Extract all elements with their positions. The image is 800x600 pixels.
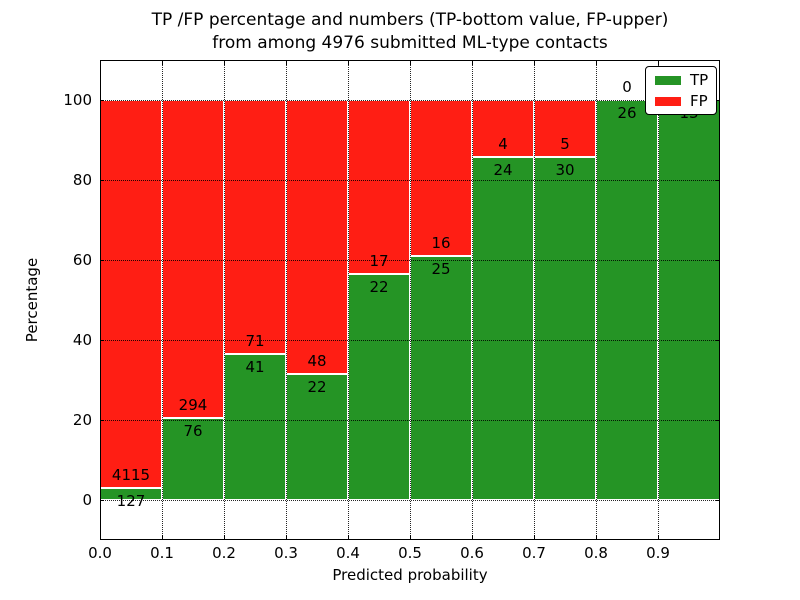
x-tick-top bbox=[162, 61, 163, 65]
y-tick-label: 80 bbox=[72, 171, 92, 189]
x-tick-bottom bbox=[224, 535, 225, 539]
bar-tp-segment bbox=[410, 256, 472, 500]
bar-fp-count: 17 bbox=[369, 252, 389, 271]
tp-color-swatch bbox=[655, 75, 681, 85]
x-tick-top bbox=[658, 61, 659, 65]
y-tick-label: 40 bbox=[72, 331, 92, 349]
y-tick-right bbox=[716, 260, 720, 261]
x-tick-label: 0.0 bbox=[88, 544, 112, 562]
bar-fp-count: 16 bbox=[431, 234, 451, 253]
y-tick-label: 0 bbox=[82, 491, 92, 509]
y-axis-label: Percentage bbox=[23, 257, 41, 343]
y-tick-left bbox=[100, 500, 104, 501]
x-tick-label: 0.4 bbox=[336, 544, 360, 562]
bar-tp-segment bbox=[534, 157, 596, 500]
bar-fp-count: 71 bbox=[245, 331, 265, 350]
bar-fp-count: 4 bbox=[498, 135, 508, 154]
y-tick-label: 60 bbox=[72, 251, 92, 269]
bar-tp-segment bbox=[472, 157, 534, 500]
bar-tp-segment bbox=[224, 353, 286, 500]
y-tick-label: 20 bbox=[72, 411, 92, 429]
bar-fp-count: 294 bbox=[178, 395, 208, 414]
x-tick-bottom bbox=[410, 535, 411, 539]
legend-label-fp: FP bbox=[690, 92, 708, 110]
x-tick-label: 0.6 bbox=[460, 544, 484, 562]
chart-title-line2: from among 4976 submitted ML-type contac… bbox=[212, 33, 608, 53]
x-tick-top bbox=[472, 61, 473, 65]
x-tick-top bbox=[410, 61, 411, 65]
y-tick-left bbox=[100, 180, 104, 181]
x-tick-top bbox=[100, 61, 101, 65]
bar-tp-count: 41 bbox=[245, 357, 265, 376]
bar-tp-count: 22 bbox=[369, 278, 389, 297]
x-axis-label: Predicted probability bbox=[332, 566, 488, 584]
y-gridline bbox=[100, 500, 720, 501]
x-tick-label: 0.8 bbox=[584, 544, 608, 562]
bar-tp-count: 25 bbox=[431, 260, 451, 279]
x-tick-bottom bbox=[658, 535, 659, 539]
bar-tp-segment bbox=[596, 100, 658, 500]
legend-item-fp: FP bbox=[655, 92, 708, 110]
x-tick-label: 0.9 bbox=[646, 544, 670, 562]
x-tick-bottom bbox=[534, 535, 535, 539]
x-tick-label: 0.3 bbox=[274, 544, 298, 562]
y-tick-left bbox=[100, 260, 104, 261]
fp-color-swatch bbox=[655, 96, 681, 106]
bar-tp-count: 127 bbox=[116, 492, 146, 511]
legend-item-tp: TP bbox=[655, 71, 709, 89]
x-tick-label: 0.2 bbox=[212, 544, 236, 562]
bar-fp-segment bbox=[100, 100, 162, 489]
bar-tp-segment bbox=[286, 374, 348, 500]
chart-title: TP /FP percentage and numbers (TP-bottom… bbox=[152, 9, 669, 55]
bar-fp-count: 5 bbox=[560, 135, 570, 154]
bar-tp-segment bbox=[162, 417, 224, 500]
y-tick-right bbox=[716, 340, 720, 341]
bar-fp-count: 4115 bbox=[111, 466, 151, 485]
x-tick-bottom bbox=[348, 535, 349, 539]
bar-tp-count: 76 bbox=[183, 421, 203, 440]
bar-fp-segment bbox=[162, 100, 224, 418]
y-tick-right bbox=[716, 420, 720, 421]
x-tick-bottom bbox=[472, 535, 473, 539]
bar-tp-count: 30 bbox=[555, 161, 575, 180]
x-tick-bottom bbox=[596, 535, 597, 539]
y-tick-label: 100 bbox=[63, 91, 92, 109]
bar-fp-segment bbox=[348, 100, 410, 275]
x-tick-top bbox=[596, 61, 597, 65]
legend-label-tp: TP bbox=[690, 71, 709, 89]
x-tick-label: 0.1 bbox=[150, 544, 174, 562]
x-tick-top bbox=[286, 61, 287, 65]
y-tick-left bbox=[100, 100, 104, 101]
x-tick-top bbox=[224, 61, 225, 65]
bar-tp-count: 26 bbox=[617, 104, 637, 122]
y-tick-right bbox=[716, 500, 720, 501]
bar-tp-count: 24 bbox=[493, 161, 513, 180]
x-tick-label: 0.5 bbox=[398, 544, 422, 562]
y-tick-left bbox=[100, 340, 104, 341]
legend: TP FP bbox=[645, 66, 717, 115]
chart-title-line1: TP /FP percentage and numbers (TP-bottom… bbox=[151, 10, 669, 30]
bar-fp-segment bbox=[410, 100, 472, 257]
x-tick-bottom bbox=[100, 535, 101, 539]
bar-fp-segment bbox=[224, 100, 286, 354]
x-tick-label: 0.7 bbox=[522, 544, 546, 562]
bar-fp-segment bbox=[286, 100, 348, 375]
x-tick-top bbox=[534, 61, 535, 65]
x-tick-top bbox=[348, 61, 349, 65]
y-tick-right bbox=[716, 180, 720, 181]
bar-tp-segment bbox=[658, 100, 720, 500]
bar-fp-count: 0 bbox=[622, 78, 632, 96]
bar-fp-count: 48 bbox=[307, 352, 327, 371]
bar-tp-segment bbox=[348, 274, 410, 500]
y-tick-left bbox=[100, 420, 104, 421]
x-tick-bottom bbox=[162, 535, 163, 539]
bar-tp-count: 22 bbox=[307, 378, 327, 397]
x-tick-bottom bbox=[286, 535, 287, 539]
